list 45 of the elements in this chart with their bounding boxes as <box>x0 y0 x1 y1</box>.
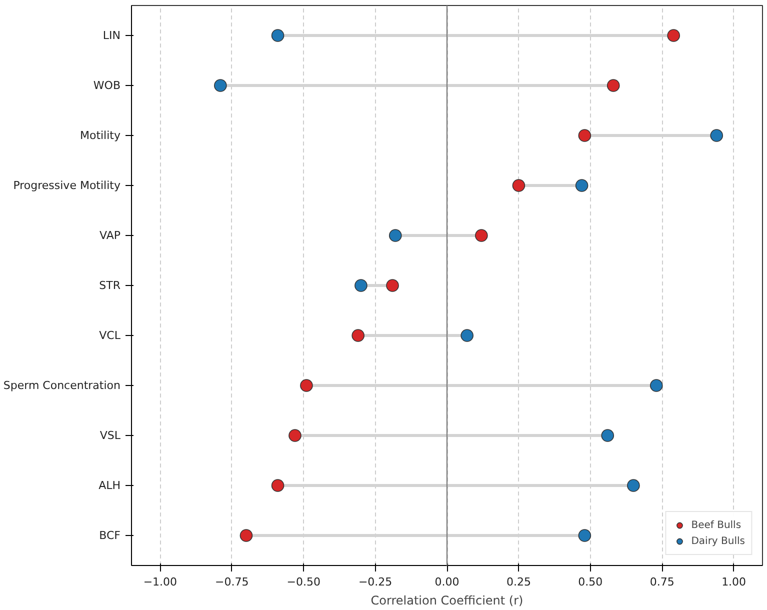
point <box>475 229 488 242</box>
point <box>271 29 284 42</box>
x-tick-label: 0.00 <box>434 576 460 588</box>
y-tick-label: VCL <box>99 329 122 342</box>
point <box>578 129 592 142</box>
point <box>388 229 402 242</box>
point <box>575 179 588 192</box>
x-tick-label: 0.75 <box>650 576 674 588</box>
x-tick-label: 1.00 <box>722 576 746 588</box>
point <box>214 79 227 92</box>
x-tick-label: −0.75 <box>215 576 249 588</box>
y-tick-label: LIN <box>102 29 121 42</box>
legend-label: Dairy Bulls <box>691 536 745 546</box>
point <box>627 479 640 492</box>
y-tick-label: VSL <box>100 429 122 442</box>
point <box>578 529 592 542</box>
y-tick-label: WOB <box>93 79 121 92</box>
point <box>288 429 302 442</box>
point <box>354 279 368 292</box>
point <box>240 529 253 542</box>
point <box>650 379 663 392</box>
x-tick-label: 0.50 <box>578 576 603 588</box>
point <box>710 129 724 142</box>
x-tick-label: −1.00 <box>143 576 178 588</box>
x-tick-label: 0.25 <box>506 576 531 588</box>
point <box>386 279 399 292</box>
y-tick-label: BCF <box>99 529 121 542</box>
y-tick-label: Progressive Motility <box>13 179 121 192</box>
point <box>271 479 284 492</box>
point <box>352 329 364 342</box>
point <box>300 379 313 392</box>
point <box>667 29 680 42</box>
y-tick-label: Sperm Concentration <box>3 379 121 392</box>
point <box>606 79 620 92</box>
y-tick-label: VAP <box>100 229 121 242</box>
point <box>460 329 474 342</box>
y-tick-label: Motility <box>80 129 121 142</box>
legend-label: Beef Bulls <box>691 520 742 530</box>
y-tick-label: ALH <box>98 479 121 492</box>
point <box>512 179 526 192</box>
x-tick-label: −0.50 <box>286 576 320 588</box>
x-tick-label: −0.25 <box>358 576 392 588</box>
x-axis-title: Correlation Coefficient (r) <box>370 594 524 608</box>
point <box>601 429 614 442</box>
y-tick-label: STR <box>99 279 121 292</box>
